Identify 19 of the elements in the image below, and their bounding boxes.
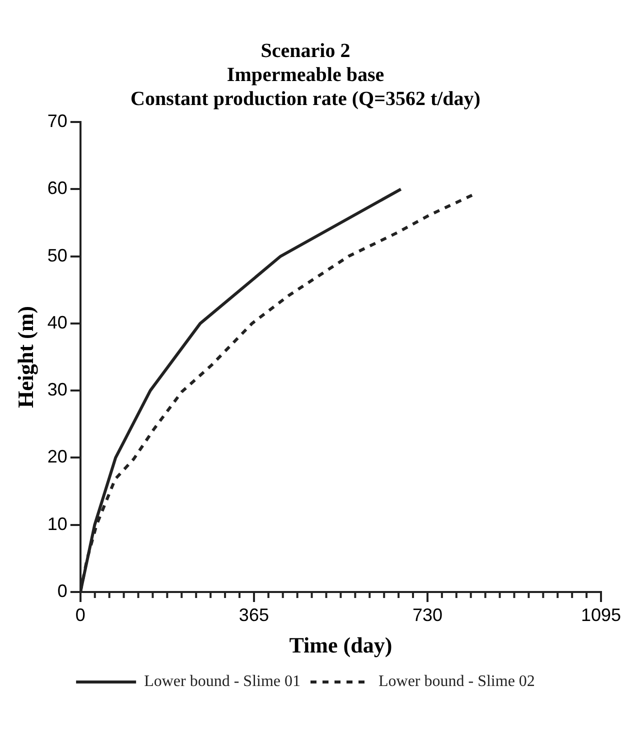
- y-tick-label: 40: [47, 312, 68, 332]
- text: Constant production rate (Q=3562 t/day): [130, 88, 480, 110]
- legend-label: Lower bound - Slime 01: [144, 673, 300, 690]
- y-tick-label: 70: [47, 110, 68, 131]
- y-axis-title: Height (m): [12, 306, 38, 408]
- x-axis-title: Time (day): [289, 632, 392, 658]
- legend-label: Lower bound - Slime 02: [378, 673, 535, 690]
- x-tick-label: 1095: [580, 604, 622, 625]
- x-tick-label: 365: [238, 604, 269, 625]
- y-tick-label: 10: [47, 514, 68, 534]
- text: Impermeable base: [226, 64, 384, 86]
- y-tick-label: 30: [47, 380, 68, 400]
- y-tick-label: 20: [47, 446, 68, 467]
- x-tick-label: 0: [75, 604, 86, 625]
- y-tick-label: 50: [47, 245, 68, 266]
- text: Scenario 2: [260, 40, 350, 62]
- x-tick-label: 730: [412, 604, 442, 625]
- y-tick-label: 0: [57, 580, 68, 601]
- y-tick-label: 60: [47, 178, 68, 198]
